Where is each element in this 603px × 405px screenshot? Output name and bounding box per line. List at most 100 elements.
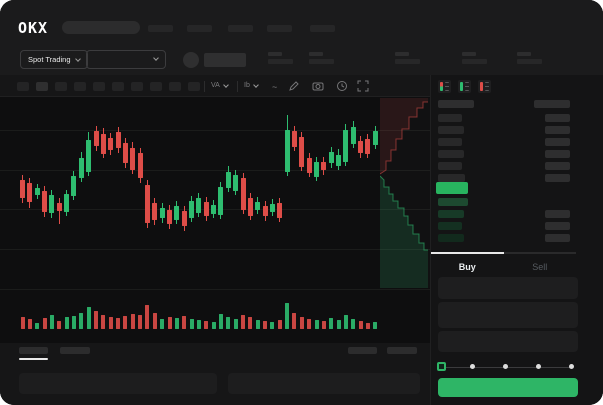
bottom-tab[interactable] — [60, 347, 90, 354]
chart-tool-button[interactable] — [36, 82, 48, 91]
ask-row-amount — [545, 114, 570, 122]
bid-row-price — [438, 222, 462, 230]
slider-stop-dot[interactable] — [569, 364, 574, 369]
volume-bar — [108, 317, 113, 329]
volume-bar — [123, 316, 128, 329]
book-asks-only-icon[interactable] — [478, 80, 491, 93]
volume-bar — [255, 320, 260, 329]
chart-tool-button[interactable] — [169, 82, 181, 91]
volume-bar — [189, 319, 194, 329]
candle-body — [247, 198, 253, 216]
toggle-bars-glyph — [480, 82, 483, 91]
bottom-tab[interactable] — [19, 347, 48, 354]
chart-tool-button[interactable] — [74, 82, 86, 91]
trading-mode-label: Spot Trading — [28, 55, 71, 64]
okx-logo[interactable]: OKX — [18, 19, 49, 37]
bottom-panel-placeholder — [228, 373, 420, 394]
top-bar: OKX Spot Trading — [0, 0, 603, 75]
ask-row-amount — [545, 138, 570, 146]
candle-body — [181, 211, 187, 226]
nav-item[interactable] — [187, 25, 212, 32]
chevron-down-icon — [253, 81, 259, 88]
order-input-field[interactable] — [438, 302, 578, 328]
stat-value-placeholder — [268, 59, 293, 64]
candle-body — [343, 130, 349, 162]
pair-select-dropdown[interactable] — [86, 50, 166, 69]
candle-body — [86, 140, 92, 172]
candle-body — [93, 131, 99, 146]
indicator-dropdown-2[interactable]: Ib — [244, 81, 259, 89]
buy-tab[interactable]: Buy — [431, 252, 504, 280]
chevron-down-icon — [222, 81, 229, 88]
candle-wick — [58, 198, 60, 224]
order-input-field[interactable] — [438, 331, 578, 352]
volume-bar — [101, 315, 106, 329]
volume-bar — [226, 317, 231, 329]
search-input[interactable] — [62, 21, 140, 34]
depth-chart — [379, 98, 430, 288]
volume-bar — [79, 313, 84, 329]
chevron-down-icon — [153, 55, 159, 61]
trading-mode-dropdown[interactable]: Spot Trading — [20, 50, 88, 69]
sell-tab[interactable]: Sell — [503, 252, 576, 280]
nav-item[interactable] — [228, 25, 253, 32]
toggle-lines-glyph — [485, 82, 489, 91]
stat-value-placeholder — [517, 59, 542, 64]
candle-body — [20, 180, 25, 198]
camera-icon[interactable] — [312, 80, 324, 92]
amount-slider-handle[interactable] — [437, 362, 446, 371]
slider-stop-dot[interactable] — [503, 364, 508, 369]
chart-tool-button[interactable] — [112, 82, 124, 91]
history-clock-icon[interactable] — [336, 80, 348, 92]
nav-item[interactable] — [267, 25, 292, 32]
chart-tool-button[interactable] — [17, 82, 29, 91]
chart-tool-button[interactable] — [131, 82, 143, 91]
book-bids-only-icon[interactable] — [458, 80, 471, 93]
fullscreen-icon[interactable] — [357, 80, 369, 92]
book-combined-icon[interactable] — [438, 80, 451, 93]
bottom-right-tab[interactable] — [348, 347, 377, 354]
gridline — [0, 170, 430, 171]
indicator-dropdown-1[interactable]: VA — [211, 81, 229, 89]
candle-body — [27, 183, 33, 202]
ask-row-price — [438, 174, 465, 182]
nav-item[interactable] — [310, 25, 335, 32]
active-tab-underline — [19, 358, 48, 360]
chart-tool-button[interactable] — [188, 82, 200, 91]
candle-body — [122, 143, 128, 163]
candle-body — [71, 176, 77, 196]
buy-submit-button[interactable] — [438, 378, 578, 397]
chart-tool-button[interactable] — [93, 82, 105, 91]
volume-bar — [248, 317, 253, 329]
toggle-bars-glyph — [440, 82, 443, 91]
toggle-lines-glyph — [445, 82, 449, 91]
coin-icon — [183, 52, 199, 68]
candle-body — [277, 203, 283, 218]
volume-bar — [336, 320, 341, 329]
slider-stop-dot[interactable] — [536, 364, 541, 369]
stat-value-placeholder — [309, 59, 334, 64]
candle-body — [189, 201, 194, 218]
chart-tool-button[interactable] — [150, 82, 162, 91]
slider-stop-dot[interactable] — [470, 364, 475, 369]
candle-body — [196, 198, 202, 213]
bottom-right-tab[interactable] — [387, 347, 417, 354]
volume-bar — [343, 315, 348, 329]
nav-item[interactable] — [148, 25, 173, 32]
chart-tool-button[interactable] — [55, 82, 67, 91]
bid-row-price — [438, 210, 464, 218]
candle-body — [321, 162, 327, 170]
line-type-icon[interactable]: ~ — [272, 82, 278, 92]
candle-body — [108, 138, 114, 150]
chart-canvas[interactable] — [0, 97, 430, 343]
volume-series — [18, 295, 380, 329]
ask-row-price — [438, 126, 464, 134]
order-input-field[interactable] — [438, 277, 578, 299]
volume-bar — [182, 316, 187, 329]
candle-body — [203, 202, 209, 216]
candle-body — [225, 172, 231, 188]
volume-bar — [204, 321, 209, 329]
pencil-icon[interactable] — [288, 80, 300, 92]
volume-bar — [365, 323, 370, 329]
volume-bar — [174, 318, 179, 329]
